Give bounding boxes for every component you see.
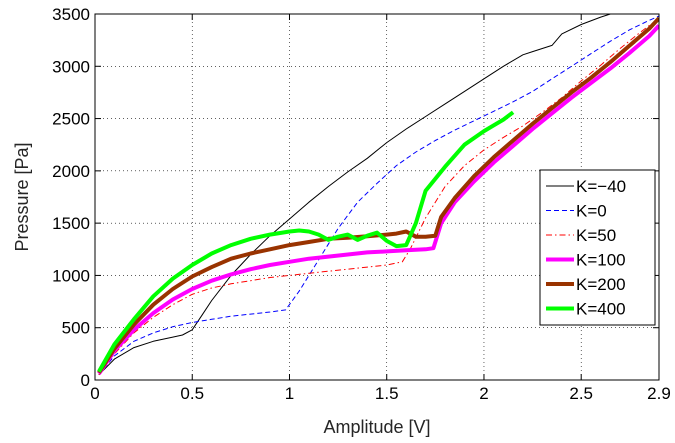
y-tick-label: 0	[81, 371, 90, 390]
legend-label-0: K=−40	[576, 177, 626, 196]
legend: K=−40 K=0 K=50 K=100 K=200 K=400	[539, 169, 656, 326]
y-tick-label: 2000	[52, 162, 90, 181]
y-tick-label: 2500	[52, 110, 90, 129]
legend-box	[539, 169, 656, 326]
y-tick-label: 500	[62, 319, 90, 338]
y-axis-label: Pressure [Pa]	[12, 142, 32, 251]
legend-label-4: K=200	[576, 275, 626, 294]
x-tick-label: 0.5	[180, 384, 204, 403]
series-line-0	[98, 14, 613, 376]
x-tick-label: 1.5	[375, 384, 399, 403]
series-line-3	[97, 24, 659, 375]
legend-label-5: K=400	[576, 300, 626, 319]
legend-label-2: K=50	[576, 226, 616, 245]
legend-label-3: K=100	[576, 251, 626, 270]
plot-area-frame	[94, 13, 660, 381]
series-line-1	[98, 15, 659, 376]
series-line-5	[97, 110, 515, 373]
y-tick-label: 3000	[52, 57, 90, 76]
y-tick-label: 1000	[52, 266, 90, 285]
series-lines	[97, 14, 659, 376]
x-tick-label: 2.9	[647, 384, 671, 403]
x-tick-label: 0	[90, 384, 99, 403]
series-line-4	[97, 16, 659, 374]
x-tick-label: 1	[285, 384, 294, 403]
y-tick-label: 3500	[52, 5, 90, 24]
tick-labels: 0 0.5 1 1.5 2 2.5 2.9 0 500 1000 1500 2000 2500 3000 3…	[52, 5, 671, 403]
legend-label-1: K=0	[576, 202, 607, 221]
y-tick-label: 1500	[52, 214, 90, 233]
x-tick-label: 2.5	[569, 384, 593, 403]
x-axis-label: Amplitude [V]	[323, 417, 430, 437]
axis-ticks	[94, 13, 660, 381]
x-tick-label: 2	[479, 384, 488, 403]
